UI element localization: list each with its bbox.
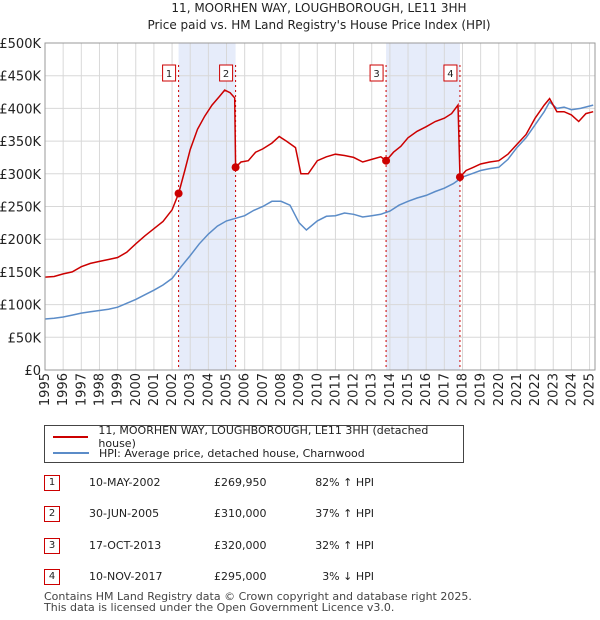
- footer-line-2: This data is licensed under the Open Gov…: [44, 601, 395, 614]
- sale-marker-label: 1: [166, 69, 172, 80]
- x-tick-label: 2014: [383, 373, 398, 406]
- sale-price: £310,000: [214, 507, 267, 520]
- x-tick-label: 2022: [528, 373, 543, 406]
- legend-swatch-hpi: [53, 452, 89, 454]
- sale-marker-box: [219, 64, 234, 82]
- sale-point: [382, 156, 391, 165]
- sale-row: 3 17-OCT-2013 £320,000 32% ↑ HPI: [44, 536, 484, 556]
- sale-number: 3: [44, 538, 60, 554]
- x-tick-label: 2006: [238, 373, 253, 406]
- y-tick-label: £100K: [0, 299, 41, 314]
- sale-price: £320,000: [214, 539, 267, 552]
- legend-swatch-property: [53, 436, 89, 438]
- x-tick-label: 2019: [474, 373, 489, 406]
- sale-price: £269,950: [214, 476, 267, 489]
- x-tick-label: 1999: [111, 373, 126, 406]
- x-tick-label: 2016: [419, 373, 434, 406]
- sale-number: 4: [44, 569, 60, 585]
- y-tick-label: £450K: [0, 70, 41, 85]
- x-tick-label: 2004: [201, 373, 216, 406]
- sale-marker-label: 3: [373, 69, 379, 80]
- sale-markers: 1 2 3 4: [162, 64, 464, 198]
- sale-marker-label: 2: [223, 69, 229, 80]
- sale-number: 1: [44, 475, 60, 491]
- y-tick-label: £350K: [0, 135, 41, 150]
- y-tick-label: £300K: [0, 168, 41, 183]
- chart-series: [44, 89, 594, 320]
- x-tick-label: 2010: [310, 373, 325, 406]
- sale-row: 1 10-MAY-2002 £269,950 82% ↑ HPI: [44, 473, 484, 493]
- x-tick-label: 2020: [492, 373, 507, 406]
- legend-item-property: 11, MOORHEN WAY, LOUGHBOROUGH, LE11 3HH …: [53, 424, 463, 450]
- sale-number: 2: [44, 506, 60, 522]
- y-tick-label: £50K: [8, 331, 42, 346]
- x-tick-label: 2011: [328, 373, 343, 406]
- x-tick-label: 2003: [183, 373, 198, 406]
- sale-date: 17-OCT-2013: [89, 539, 162, 552]
- x-tick-label: 2005: [220, 373, 235, 406]
- x-tick-label: 2021: [510, 373, 525, 406]
- x-tick-label: 1996: [56, 373, 71, 406]
- sale-row: 2 30-JUN-2005 £310,000 37% ↑ HPI: [44, 504, 484, 524]
- x-tick-label: 2024: [564, 373, 579, 406]
- property-series-line: [44, 89, 594, 278]
- legend-item-hpi: HPI: Average price, detached house, Char…: [53, 445, 365, 461]
- sale-marker-box: [369, 64, 384, 82]
- y-axis: £0 £50K £100K £150K £200K £250K £300K £350K £400…: [0, 37, 41, 379]
- x-tick-label: 2012: [347, 373, 362, 406]
- y-tick-label: £150K: [0, 266, 41, 281]
- sale-point: [231, 163, 240, 172]
- x-tick-label: 2025: [583, 373, 598, 406]
- chart-subtitle: Price paid vs. HM Land Registry's House …: [147, 18, 490, 32]
- x-tick-label: 2017: [437, 373, 452, 406]
- x-tick-label: 2015: [401, 373, 416, 406]
- sale-marker-box: [443, 64, 458, 82]
- x-tick-label: 2018: [455, 373, 470, 406]
- sale-hpi-change: 82% ↑ HPI: [315, 476, 374, 489]
- y-tick-label: £400K: [0, 102, 41, 117]
- y-tick-label: £200K: [0, 233, 41, 248]
- y-tick-label: £0: [24, 364, 41, 379]
- sale-date: 30-JUN-2005: [89, 507, 160, 520]
- x-axis: 1995 1996 1997 1998 1999 2000 2001 2002 2003 2004…: [38, 373, 598, 406]
- y-tick-label: £500K: [0, 37, 41, 52]
- sale-marker-label: 4: [447, 69, 453, 80]
- x-tick-label: 2009: [292, 373, 307, 406]
- x-tick-label: 2000: [129, 373, 144, 406]
- legend-label-property: 11, MOORHEN WAY, LOUGHBOROUGH, LE11 3HH …: [98, 424, 429, 450]
- x-tick-label: 2002: [165, 373, 180, 406]
- sale-marker-box: [162, 64, 177, 82]
- footer-line-1: Contains HM Land Registry data © Crown c…: [44, 590, 472, 603]
- x-tick-label: 2013: [365, 373, 380, 406]
- price-chart: 11, MOORHEN WAY, LOUGHBOROUGH, LE11 3HH …: [0, 1, 598, 406]
- sale-price: £295,000: [214, 570, 267, 583]
- sale-row: 4 10-NOV-2017 £295,000 3% ↓ HPI: [44, 567, 484, 587]
- chart-legend: 11, MOORHEN WAY, LOUGHBOROUGH, LE11 3HH …: [44, 424, 464, 463]
- sale-hpi-change: 3% ↓ HPI: [322, 570, 374, 583]
- x-tick-label: 2008: [274, 373, 289, 406]
- y-tick-label: £250K: [0, 201, 41, 216]
- x-tick-label: 1998: [92, 373, 107, 406]
- x-tick-label: 2001: [147, 373, 162, 406]
- sale-hpi-change: 37% ↑ HPI: [315, 507, 374, 520]
- hpi-series-line: [44, 100, 594, 320]
- legend-label-hpi: HPI: Average price, detached house, Char…: [99, 446, 365, 460]
- x-tick-label: 2023: [546, 373, 561, 406]
- sale-hpi-change: 32% ↑ HPI: [315, 539, 374, 552]
- x-tick-label: 1995: [38, 373, 53, 406]
- footer-attribution: Contains HM Land Registry data © Crown c…: [44, 591, 472, 613]
- plot-frame: [44, 42, 596, 371]
- chart-title: 11, MOORHEN WAY, LOUGHBOROUGH, LE11 3HH: [171, 1, 466, 15]
- sale-date: 10-NOV-2017: [89, 570, 163, 583]
- sale-point: [174, 189, 183, 198]
- sale-point: [455, 173, 464, 182]
- sale-date: 10-MAY-2002: [89, 476, 161, 489]
- x-tick-label: 1997: [74, 373, 89, 406]
- x-tick-label: 2007: [256, 373, 271, 406]
- grid-lines: [44, 42, 595, 371]
